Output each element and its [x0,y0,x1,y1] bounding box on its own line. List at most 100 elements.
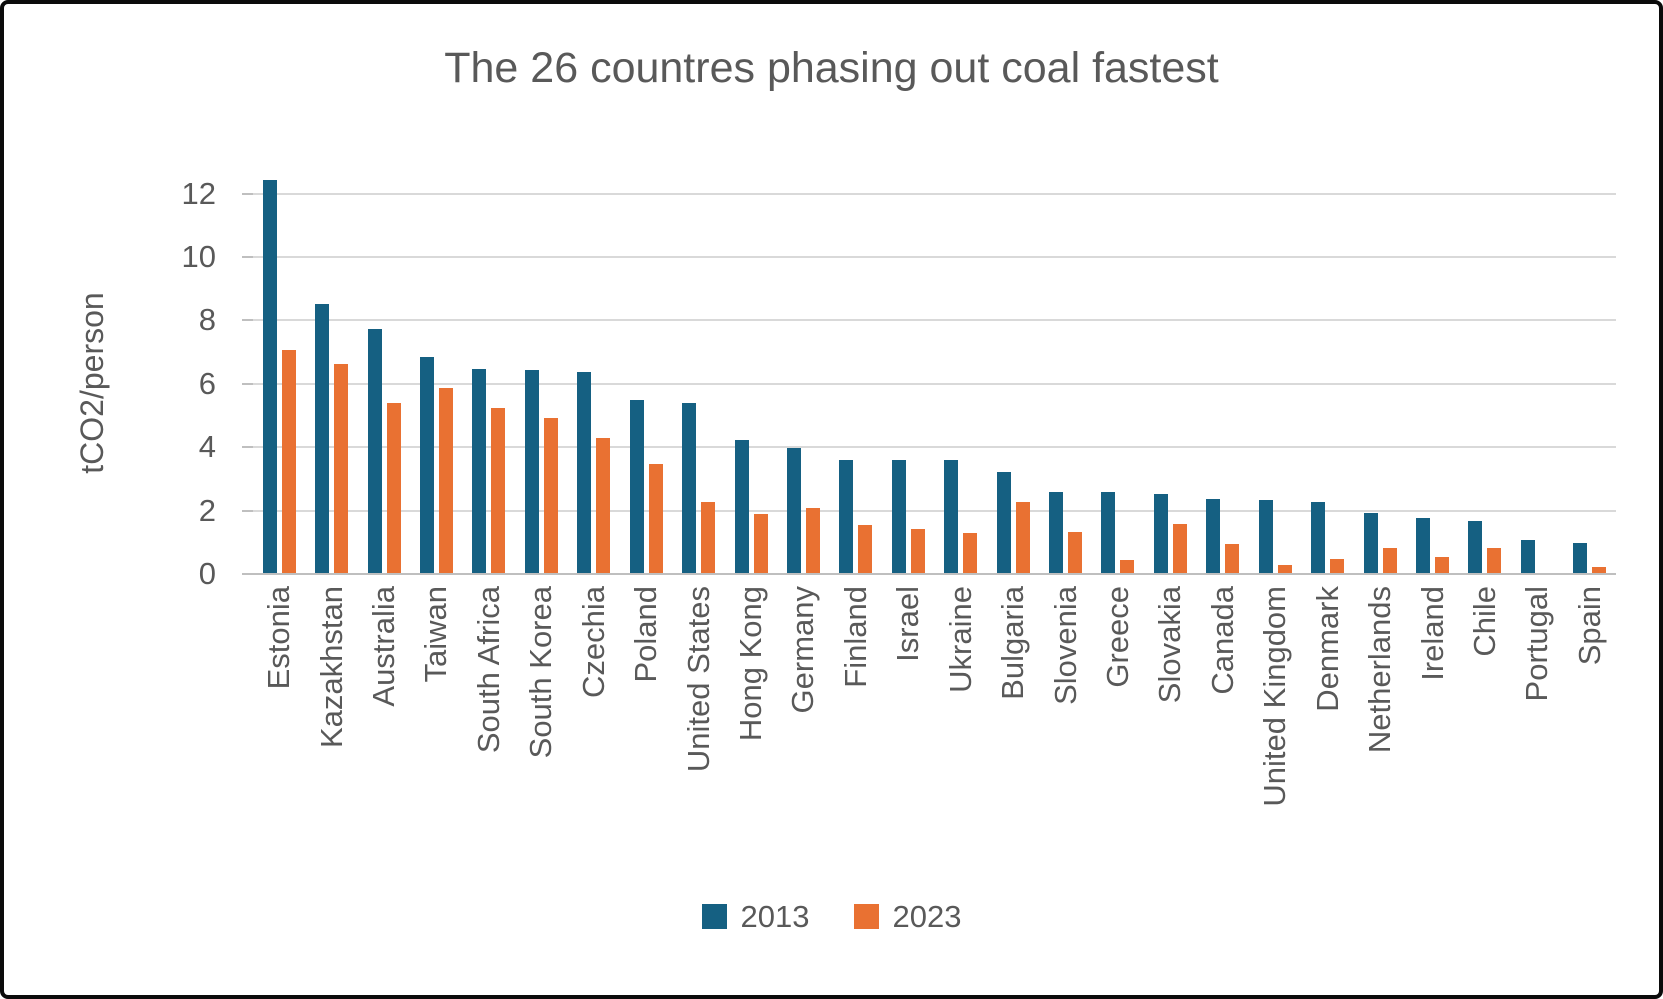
x-axis-line [253,573,1616,575]
x-axis-label: Spain [1571,586,1607,666]
y-tick-label: 2 [198,492,216,528]
gridline [253,509,1616,512]
bar-2023-taiwan [438,387,453,573]
x-axis-label: Netherlands [1362,586,1398,754]
y-tick-label: 0 [198,556,216,591]
bar-2013-australia [367,328,382,573]
bar-2023-estonia [281,349,296,573]
x-axis-label: United States [680,586,716,773]
x-axis-label: Czechia [575,586,611,698]
x-axis-label: Australia [366,586,402,707]
bar-2013-canada [1206,498,1221,573]
bar-2013-poland [629,400,644,573]
x-axis-label: Slovenia [1047,586,1083,705]
bar-2023-bulgaria [1015,501,1030,573]
legend-item-2023: 2023 [853,899,962,934]
legend-item-2013: 2013 [701,899,810,934]
y-tick-label: 6 [198,365,216,401]
bar-2023-australia [386,403,401,573]
bar-2013-finland [839,460,854,573]
x-axis-label: Estonia [261,586,297,690]
legend-swatch-2013 [701,904,727,929]
legend-label-2023: 2023 [892,899,962,934]
y-tick-label: 12 [181,175,216,211]
bar-2023-greece [1120,560,1135,573]
y-tick-mark [242,192,253,195]
bar-2023-slovakia [1172,523,1187,573]
x-axis-label: South Africa [470,586,506,754]
bar-2013-kazakhstan [315,303,330,573]
bar-2013-estonia [262,179,277,573]
bar-2023-hong-kong [753,514,768,573]
bar-2013-taiwan [419,357,434,573]
bar-2013-bulgaria [996,471,1011,573]
x-axis-label: United Kingdom [1257,586,1293,807]
y-tick-mark [242,319,253,322]
bar-2023-denmark [1330,558,1345,573]
bar-2013-israel [891,460,906,573]
legend-swatch-2023 [853,904,879,929]
bar-2023-chile [1487,547,1502,573]
y-tick-mark [242,509,253,512]
gridline [253,192,1616,195]
y-tick-mark [242,573,253,575]
bar-2023-czechia [596,438,611,573]
legend: 2013 2023 [4,901,1659,932]
bar-2023-slovenia [1068,531,1083,573]
x-axis-label: Ukraine [942,586,978,693]
chart-title: The 26 countres phasing out coal fastest [444,44,1219,92]
bar-2023-ukraine [963,533,978,573]
bar-2013-south-africa [472,368,487,573]
gridline [253,446,1616,449]
bar-2023-germany [805,508,820,573]
bar-2023-ireland [1435,557,1450,573]
bar-2013-slovakia [1153,493,1168,573]
x-axis-label: South Korea [523,586,559,759]
x-axis-label: Poland [628,586,664,683]
y-tick-mark [242,256,253,258]
bar-2013-spain [1573,542,1588,573]
bar-2013-germany [786,447,801,573]
y-tick-mark [242,382,253,385]
bar-2023-south-korea [543,417,558,573]
bar-2013-slovenia [1049,492,1064,573]
y-tick-label: 4 [198,429,216,465]
bar-2013-ukraine [944,460,959,573]
bar-2013-ireland [1416,517,1431,573]
x-axis-label: Israel [890,586,926,662]
bar-2013-denmark [1311,501,1326,573]
legend-label-2013: 2013 [740,899,810,934]
x-axis-label: Ireland [1414,586,1450,681]
bar-2023-netherlands [1382,547,1397,573]
x-axis-label: Portugal [1519,586,1555,702]
y-tick-mark [242,446,253,449]
y-tick-label: 10 [181,239,216,274]
gridline [253,382,1616,385]
x-axis-label: Greece [1099,586,1135,688]
bar-2013-hong-kong [734,439,749,573]
x-axis-label: Kazakhstan [313,586,349,748]
y-tick-label: 8 [198,302,216,338]
bar-2023-finland [858,525,873,573]
gridline [253,319,1616,322]
x-axis-label: Denmark [1309,586,1345,712]
bar-2023-poland [648,463,663,573]
bar-2013-chile [1468,520,1483,573]
x-axis-label: Canada [1204,586,1240,695]
bar-2013-netherlands [1363,512,1378,573]
bar-2023-united-states [701,501,716,573]
bar-2013-south-korea [524,370,539,573]
bar-2023-israel [910,528,925,573]
bar-2013-united-states [682,403,697,573]
bar-2023-south-africa [491,408,506,573]
x-axis-label: Germany [785,586,821,714]
bar-2023-canada [1225,544,1240,573]
bar-2023-united-kingdom [1277,565,1292,573]
gridline [253,256,1616,258]
bar-2013-greece [1101,492,1116,573]
x-axis-label: Bulgaria [995,586,1031,700]
bar-2013-czechia [577,371,592,573]
x-axis-label: Hong Kong [733,586,769,742]
bar-2023-spain [1592,566,1607,573]
